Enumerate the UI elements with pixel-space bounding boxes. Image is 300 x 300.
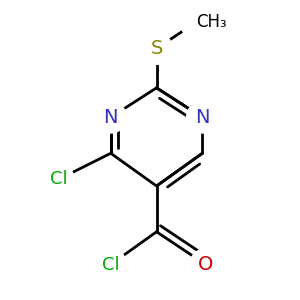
Circle shape: [95, 249, 126, 280]
Circle shape: [43, 164, 74, 195]
Circle shape: [187, 102, 218, 133]
Circle shape: [95, 102, 126, 133]
Text: N: N: [103, 108, 118, 127]
Text: Cl: Cl: [50, 170, 67, 188]
Text: O: O: [198, 255, 213, 274]
Text: S: S: [150, 39, 163, 58]
Circle shape: [141, 33, 172, 64]
Text: CH₃: CH₃: [196, 14, 226, 32]
Text: N: N: [195, 108, 210, 127]
Circle shape: [180, 7, 212, 38]
Text: Cl: Cl: [102, 256, 120, 274]
Circle shape: [190, 249, 221, 280]
